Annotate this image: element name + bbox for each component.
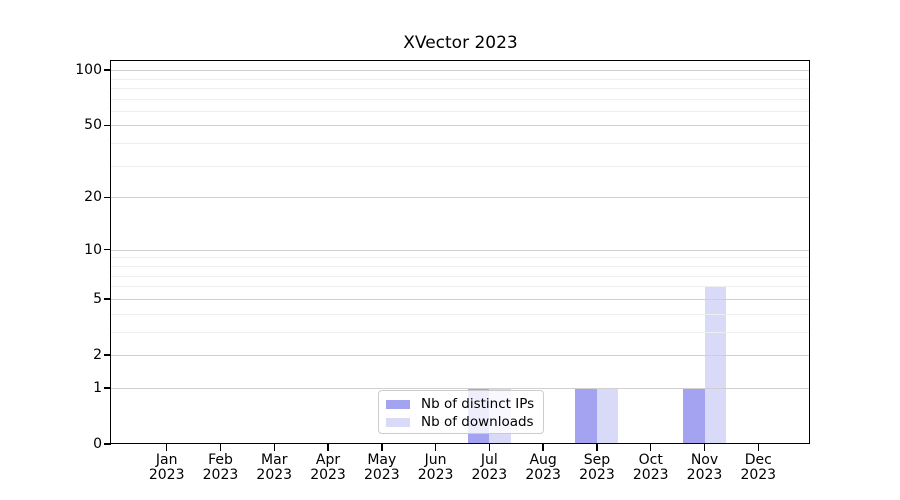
month-name: Dec [744, 452, 772, 468]
minor-gridline [111, 286, 810, 288]
x-axis-tick [542, 444, 544, 451]
y-tick-label: 2 [93, 346, 102, 363]
minor-gridline [111, 265, 810, 267]
y-axis-tick [104, 124, 111, 127]
month-year: 2023 [202, 467, 239, 483]
plot-area [111, 61, 810, 444]
month-name: Jul [480, 452, 498, 468]
y-axis-tick [104, 387, 111, 389]
minor-gridline [111, 313, 810, 315]
x-axis-tick [649, 444, 652, 451]
month-year: 2023 [256, 467, 293, 483]
x-axis-tick [165, 444, 168, 451]
legend-label: Nb of distinct IPs [421, 396, 535, 412]
minor-gridline [111, 257, 810, 259]
x-axis-tick [381, 444, 383, 451]
minor-gridline [111, 165, 810, 167]
minor-gridline [111, 331, 810, 333]
y-axis-tick [104, 196, 111, 199]
month-name: May [367, 452, 397, 468]
x-axis-tick [757, 444, 760, 451]
minor-gridline [111, 275, 810, 277]
y-tick-label: 10 [84, 241, 102, 258]
chart-title: XVector 2023 [403, 33, 518, 53]
major-gridline [111, 70, 810, 72]
legend-swatch-distinct-ips [386, 399, 410, 409]
legend-label: Nb of downloads [421, 414, 534, 430]
legend-item-downloads: Nb of downloads [386, 413, 537, 431]
x-tick-label: May 2023 [347, 453, 417, 483]
major-gridline [111, 354, 810, 356]
x-tick-label: Aug 2023 [508, 453, 578, 483]
x-tick-label: Jan 2023 [132, 453, 202, 483]
x-tick-label: Jul 2023 [454, 453, 524, 483]
x-axis-tick [219, 444, 222, 451]
x-tick-label: Mar 2023 [239, 453, 309, 483]
y-axis-tick [104, 248, 111, 251]
bar-ips-sep [575, 387, 597, 444]
x-tick-label: Nov 2023 [670, 453, 740, 483]
month-name: Nov [690, 452, 719, 468]
y-axis-tick [104, 443, 111, 445]
y-axis-tick [104, 354, 111, 356]
month-year: 2023 [148, 467, 185, 483]
month-year: 2023 [686, 467, 723, 483]
month-name: Sep [583, 452, 611, 468]
x-axis-tick [273, 444, 275, 451]
month-name: Feb [208, 452, 233, 468]
major-gridline [111, 387, 810, 389]
bar-downloads-sep [596, 387, 619, 444]
bar-ips-nov [683, 387, 705, 444]
month-name: Mar [261, 452, 288, 468]
legend-swatch-downloads [386, 417, 410, 427]
x-axis-tick [596, 444, 598, 451]
y-tick-label: 0 [93, 436, 102, 452]
x-tick-label: Apr 2023 [293, 453, 363, 483]
major-gridline [111, 298, 810, 300]
x-axis-tick [703, 444, 706, 451]
y-axis-tick [104, 69, 111, 71]
month-year: 2023 [525, 467, 561, 483]
x-tick-label: Feb 2023 [185, 453, 255, 483]
y-axis-tick [104, 298, 111, 300]
month-year: 2023 [579, 467, 615, 483]
minor-gridline [111, 143, 810, 145]
x-tick-label: Jun 2023 [401, 453, 471, 483]
y-tick-label: 100 [75, 62, 102, 79]
month-year: 2023 [363, 467, 400, 483]
x-axis-tick [327, 444, 329, 451]
minor-gridline [111, 110, 810, 112]
month-year: 2023 [632, 467, 669, 483]
y-tick-label: 1 [93, 379, 102, 396]
x-axis-tick [434, 444, 437, 451]
month-name: Jan [155, 452, 178, 468]
x-tick-label: Dec 2023 [723, 453, 793, 483]
x-tick-label: Sep 2023 [562, 453, 632, 483]
major-gridline [111, 197, 810, 199]
legend: Nb of distinct IPs Nb of downloads [378, 390, 544, 434]
month-name: Jun [424, 452, 447, 468]
major-gridline [111, 249, 810, 251]
month-name: Apr [315, 452, 341, 468]
y-tick-label: 20 [84, 189, 102, 206]
minor-gridline [111, 87, 810, 89]
y-tick-label: 5 [93, 290, 102, 307]
month-year: 2023 [740, 467, 777, 483]
month-year: 2023 [310, 467, 346, 483]
month-name: Oct [638, 452, 663, 468]
minor-gridline [111, 78, 810, 80]
y-tick-label: 50 [84, 117, 102, 134]
minor-gridline [111, 98, 810, 100]
legend-item-distinct-ips: Nb of distinct IPs [386, 395, 537, 413]
month-year: 2023 [417, 467, 454, 483]
x-axis-tick [488, 444, 491, 451]
bar-downloads-nov [704, 286, 726, 444]
month-year: 2023 [471, 467, 508, 483]
major-gridline [111, 125, 810, 127]
x-tick-label: Oct 2023 [616, 453, 686, 483]
month-name: Aug [529, 452, 557, 468]
